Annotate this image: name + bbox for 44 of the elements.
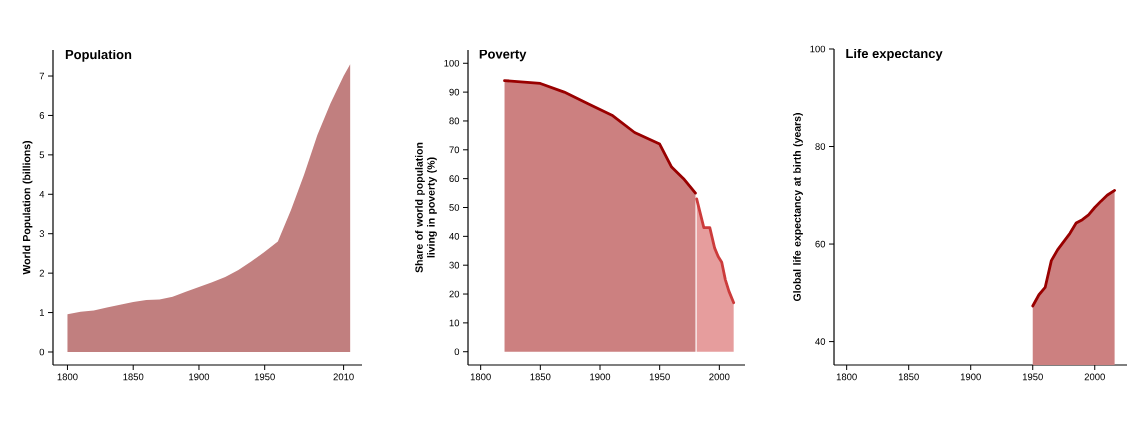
x-tick-label: 1900	[590, 373, 611, 381]
y-tick-label: 4	[39, 191, 45, 198]
chart-title: Life expectancy	[846, 48, 943, 61]
y-tick-label: 80	[449, 117, 460, 125]
y-tick-label: 50	[449, 204, 460, 211]
x-tick-label: 1900	[189, 373, 210, 381]
x-tick-label: 1850	[530, 373, 551, 381]
y-tick-label: 0	[454, 348, 460, 356]
x-tick-label: 1850	[123, 373, 144, 381]
x-tick-label: 1900	[960, 373, 981, 381]
y-axis-title: Share of world population living in poverty (%)	[415, 142, 437, 273]
x-tick-label: 2010	[333, 373, 354, 381]
y-tick-label: 10	[449, 319, 460, 327]
y-tick-label: 60	[449, 175, 460, 182]
y-tick-label: 20	[449, 290, 460, 298]
y-tick-label: 1	[39, 309, 45, 316]
chart-title: Poverty	[479, 49, 527, 62]
y-tick-label: 3	[39, 230, 45, 238]
chart-title: Population	[65, 49, 132, 62]
x-tick-label: 1850	[898, 373, 919, 381]
y-tick-label: 90	[449, 88, 460, 96]
x-tick-label: 1800	[57, 373, 78, 381]
x-tick-label: 2000	[709, 373, 730, 381]
x-tick-label: 1950	[1022, 373, 1043, 381]
y-tick-label: 0	[39, 348, 45, 356]
y-tick-label: 100	[810, 45, 826, 53]
y-tick-label: 60	[815, 240, 826, 248]
y-tick-label: 2	[39, 269, 45, 277]
y-tick-label: 80	[815, 143, 826, 150]
y-tick-label: 6	[39, 112, 45, 119]
y-tick-label: 5	[39, 151, 45, 159]
y-axis-title: Global life expectancy at birth (years)	[793, 113, 803, 302]
x-tick-label: 1950	[649, 373, 670, 381]
y-axis-title: World Population (billions)	[22, 140, 33, 275]
x-tick-label: 2000	[1084, 373, 1105, 381]
y-tick-label: 40	[815, 338, 826, 345]
y-tick-label: 7	[39, 72, 45, 80]
x-tick-label: 1800	[470, 373, 491, 381]
x-tick-label: 1800	[836, 373, 857, 381]
y-tick-label: 40	[449, 232, 460, 240]
y-tick-label: 30	[449, 261, 460, 269]
y-tick-label: 70	[449, 146, 460, 154]
x-tick-label: 1950	[254, 373, 275, 381]
y-tick-label: 100	[444, 59, 460, 67]
